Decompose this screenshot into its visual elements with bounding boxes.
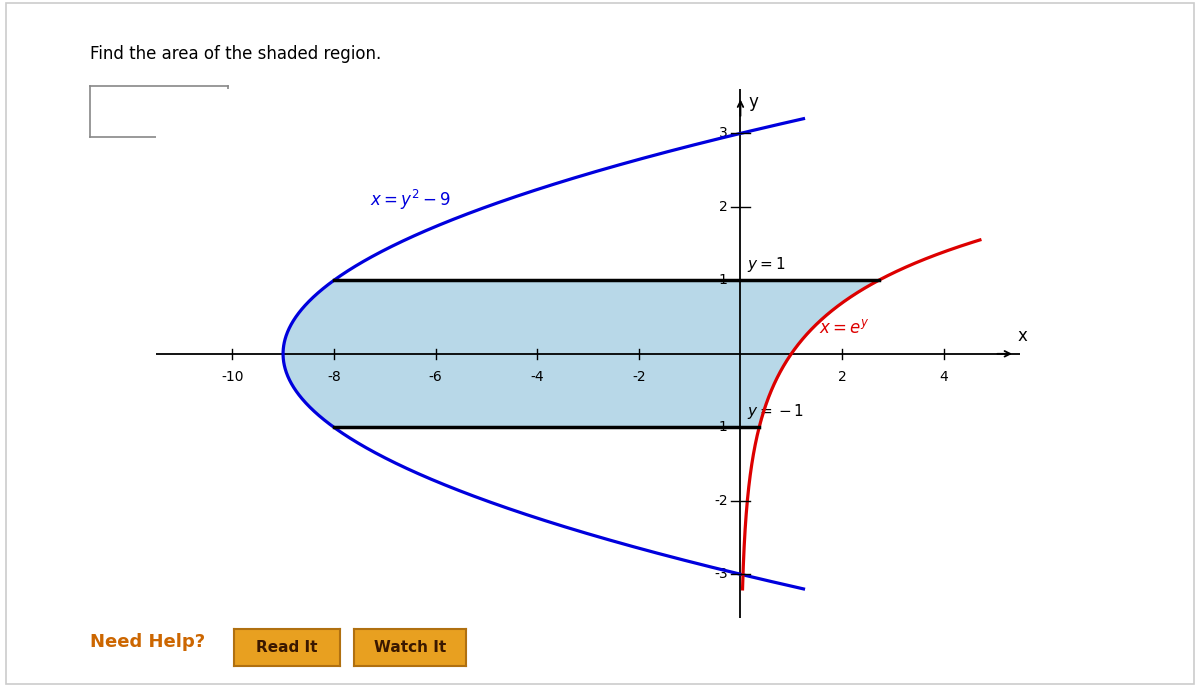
Text: -4: -4 (530, 370, 544, 384)
Text: Find the area of the shaded region.: Find the area of the shaded region. (90, 45, 382, 63)
Text: Need Help?: Need Help? (90, 633, 205, 651)
Text: -8: -8 (328, 370, 341, 384)
Text: y: y (748, 93, 758, 111)
Text: 2: 2 (719, 200, 727, 214)
Text: -3: -3 (714, 567, 727, 581)
Text: 1: 1 (719, 273, 727, 287)
Text: $y = -1$: $y = -1$ (746, 403, 804, 421)
Text: 4: 4 (940, 370, 948, 384)
Text: 3: 3 (719, 126, 727, 140)
Text: $x = y^2 - 9$: $x = y^2 - 9$ (370, 188, 451, 212)
Text: -6: -6 (428, 370, 443, 384)
Text: $y = 1$: $y = 1$ (746, 256, 785, 275)
Text: 2: 2 (838, 370, 846, 384)
Text: $x = e^y$: $x = e^y$ (820, 319, 870, 337)
Text: Read It: Read It (256, 640, 318, 655)
Text: x: x (1018, 327, 1027, 345)
Text: -2: -2 (714, 494, 727, 508)
Text: -1: -1 (714, 420, 727, 434)
Text: -2: -2 (632, 370, 646, 384)
Text: Watch It: Watch It (373, 640, 446, 655)
Text: -10: -10 (221, 370, 244, 384)
